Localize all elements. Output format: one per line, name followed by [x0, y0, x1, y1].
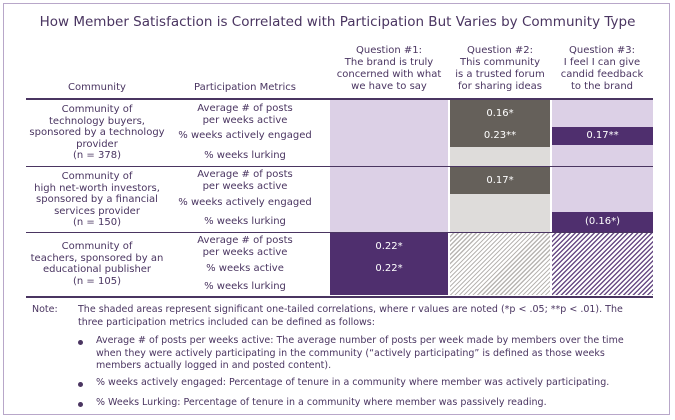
- header-q1: Question #1: The brand is truly concerne…: [330, 45, 448, 93]
- value-tech-q2-posts: 0.16*: [486, 108, 514, 119]
- header-community: Community: [68, 82, 126, 93]
- metric-line: Average # of posts: [197, 103, 293, 114]
- table-rule: [26, 232, 653, 233]
- community-line: high net-worth investors,: [34, 182, 160, 194]
- note-line: members actually logged in and posted co…: [96, 360, 332, 371]
- cell-tech-q2-lurking: [450, 147, 550, 167]
- metric-posts-investors: Average # of posts per weeks active: [170, 169, 320, 192]
- community-line: services provider: [54, 205, 140, 217]
- community-line: technology buyers,: [49, 115, 145, 127]
- bullet-icon: [78, 340, 83, 345]
- note-line: % Weeks Lurking: Percentage of tenure in…: [96, 397, 547, 408]
- cell-tech-q1: [330, 100, 448, 167]
- note-line: % weeks actively engaged: Percentage of …: [96, 377, 610, 388]
- metric-line: Average # of posts: [197, 169, 293, 180]
- header-q1-line: Question #1:: [355, 45, 422, 56]
- community-line: sponsored by a technology: [29, 127, 165, 138]
- metric-engaged-investors: % weeks actively engaged: [178, 197, 312, 208]
- cell-tech-q3-posts: [552, 100, 653, 127]
- metric-line: per weeks active: [202, 246, 288, 258]
- header-metrics: Participation Metrics: [194, 82, 296, 93]
- header-q2-line: Question #2:: [466, 45, 533, 56]
- community-teachers: Community of teachers, sponsored by an e…: [26, 241, 168, 287]
- community-line: (n = 150): [73, 217, 121, 228]
- note-bullet-lurking: % Weeks Lurking: Percentage of tenure in…: [96, 397, 656, 410]
- header-q2-line: This community: [459, 57, 540, 68]
- bullet-icon: [78, 382, 83, 387]
- cell-teachers-q3: [552, 233, 653, 295]
- metric-lurking-investors: % weeks lurking: [204, 216, 286, 227]
- header-q2: Question #2: This community is a trusted…: [450, 45, 550, 93]
- note-text: The shaded areas represent significant o…: [78, 304, 658, 329]
- metric-lurking-technology: % weeks lurking: [204, 150, 286, 161]
- value-investors-q3-lurking: (0.16*): [584, 216, 621, 227]
- header-q3: Question #3: I feel I can give candid fe…: [552, 45, 652, 93]
- value-teachers-q1-posts: 0.22*: [375, 241, 403, 252]
- cell-investors-q1: [330, 167, 448, 233]
- community-line: provider: [76, 138, 118, 150]
- note-bullet-engaged: % weeks actively engaged: Percentage of …: [96, 377, 656, 390]
- header-q3-line: I feel I can give: [563, 57, 641, 68]
- community-line: Community of: [61, 104, 133, 115]
- community-investors: Community of high net-worth investors, s…: [26, 171, 168, 229]
- metric-engaged-technology: % weeks actively engaged: [178, 130, 312, 141]
- note-line: The shaded areas represent significant o…: [78, 304, 623, 315]
- header-q1-line: The brand is truly: [344, 57, 434, 68]
- table-rule: [26, 296, 653, 298]
- header-q3-line: Question #3:: [568, 45, 635, 56]
- cell-tech-q3-lurking: [552, 145, 653, 167]
- community-line: Community of: [61, 171, 133, 182]
- value-investors-q2-posts: 0.17*: [486, 175, 514, 186]
- metric-line: Average # of posts: [197, 235, 293, 246]
- table-rule: [26, 166, 653, 167]
- cell-investors-q2-posts: [450, 167, 550, 194]
- header-q1-line: concerned with what: [336, 69, 442, 80]
- community-line: sponsored by a financial: [36, 194, 158, 205]
- metric-line: per weeks active: [202, 180, 288, 192]
- header-q3-line: candid feedback: [560, 69, 644, 80]
- cell-teachers-q1: [330, 233, 448, 295]
- note-bullet-posts: Average # of posts per weeks active: The…: [96, 335, 656, 373]
- metric-active-teachers: % weeks active: [206, 263, 284, 274]
- cell-investors-q2-other: [450, 194, 550, 233]
- metric-line: per weeks active: [202, 114, 288, 126]
- metric-posts-teachers: Average # of posts per weeks active: [170, 235, 320, 258]
- value-tech-q3-engaged: 0.17**: [586, 130, 619, 141]
- metric-posts-technology: Average # of posts per weeks active: [170, 103, 320, 126]
- header-q2-line: is a trusted forum: [455, 69, 545, 80]
- table-rule: [26, 98, 653, 100]
- cell-teachers-q2: [450, 233, 550, 295]
- header-q2-line: for sharing ideas: [458, 81, 542, 92]
- value-tech-q2-engaged: 0.23**: [483, 130, 517, 141]
- header-q1-line: we have to say: [351, 81, 427, 92]
- note-line: Average # of posts per weeks active: The…: [96, 335, 624, 346]
- cell-tech-q3-engaged: [552, 127, 653, 145]
- community-technology: Community of technology buyers, sponsore…: [26, 104, 168, 162]
- header-q3-line: to the brand: [570, 81, 634, 92]
- figure-title: How Member Satisfaction is Correlated wi…: [39, 14, 636, 30]
- community-line: (n = 378): [73, 150, 121, 161]
- bullet-icon: [78, 402, 83, 407]
- cell-investors-q3-lurking: [552, 212, 653, 233]
- metric-lurking-teachers: % weeks lurking: [204, 281, 286, 292]
- community-line: teachers, sponsored by an: [30, 252, 164, 264]
- community-line: Community of: [61, 241, 133, 252]
- note-line: three participation metrics included can…: [78, 316, 375, 328]
- community-line: (n = 105): [73, 275, 121, 287]
- figure-frame: [3, 3, 670, 415]
- cell-tech-q2-significant: [450, 100, 550, 147]
- community-line: educational publisher: [42, 264, 152, 275]
- cell-investors-q3-other: [552, 167, 653, 212]
- value-teachers-q1-active: 0.22*: [375, 263, 403, 274]
- note-label: Note:: [32, 304, 58, 315]
- note-line: when they were actively participating in…: [96, 347, 605, 359]
